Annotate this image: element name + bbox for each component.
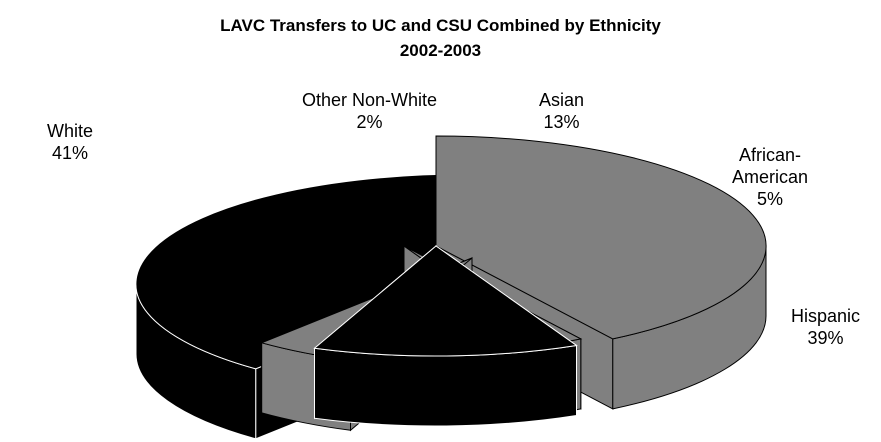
- slice-percent-label: 13%: [543, 112, 580, 132]
- slice-percent-label: 41%: [51, 143, 89, 163]
- slice-label-other-non-white: Other Non-White 2%: [302, 89, 437, 133]
- slice-label-white: White 41%: [47, 120, 93, 164]
- slice-percent-label: 39%: [807, 328, 844, 348]
- slice-percent-label: 5%: [757, 189, 784, 209]
- slice-label-text: African-: [739, 145, 802, 165]
- slice-percent-label: 2%: [356, 112, 383, 132]
- pie-slice-asian: [313, 244, 578, 427]
- slice-label-text: American: [732, 167, 809, 187]
- slice-label-text: Asian: [539, 90, 585, 110]
- chart-title: LAVC Transfers to UC and CSU Combined by…: [220, 16, 661, 35]
- slice-label-text: Hispanic: [791, 306, 861, 326]
- slice-label-asian: Asian 13%: [539, 89, 584, 133]
- chart-subtitle: 2002-2003: [399, 41, 482, 60]
- slice-label-text: Other Non-White: [302, 90, 438, 110]
- pie-slices: [135, 135, 767, 440]
- slice-label-text: White: [47, 121, 94, 141]
- slice-label-hispanic: Hispanic 39%: [791, 305, 860, 349]
- slice-label-african-american: African- American 5%: [732, 144, 808, 210]
